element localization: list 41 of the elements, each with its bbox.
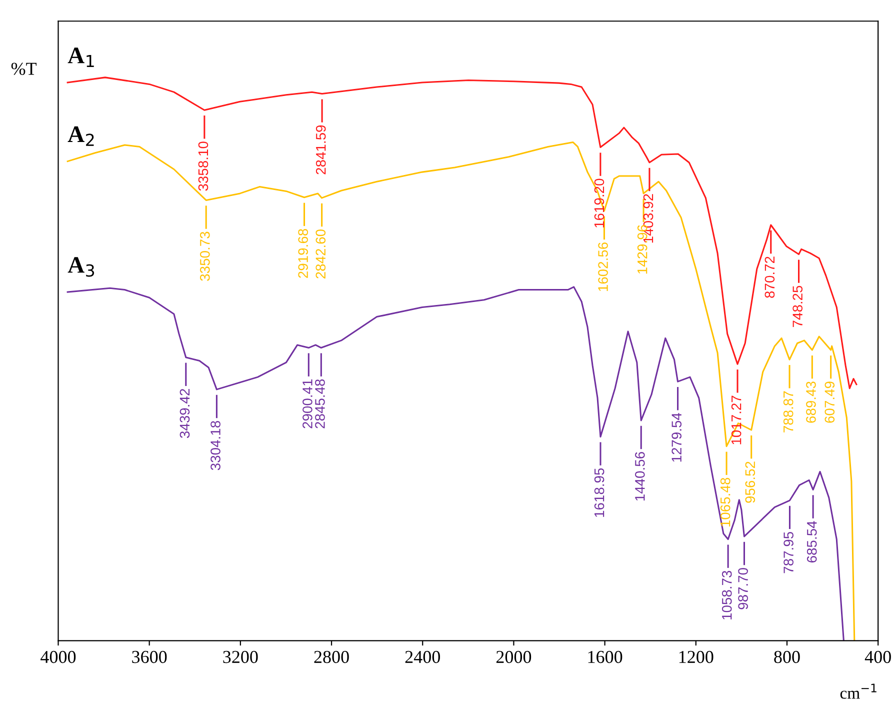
y-axis-title: %T — [11, 62, 37, 75]
x-tick-label: 3200 — [223, 650, 258, 664]
annotation: 1619.20 — [594, 178, 604, 228]
x-tick-label: 2000 — [496, 650, 532, 664]
x-tick-label: 3600 — [132, 650, 167, 664]
annotation: 1618.95 — [594, 468, 604, 517]
annotation: 1058.73 — [722, 570, 732, 620]
annotation: 685.54 — [806, 521, 817, 562]
annotation: 2919.68 — [298, 228, 308, 278]
x-tick-label: 400 — [864, 650, 891, 664]
annotation: 2845.48 — [315, 379, 325, 428]
annotation: 3358.10 — [198, 142, 208, 191]
annotation: 3304.18 — [210, 421, 220, 470]
annotation: 2841.59 — [316, 125, 326, 174]
x-tick-label: 2400 — [405, 650, 440, 664]
annotation: 870.72 — [764, 256, 775, 298]
annotation: 956.52 — [745, 462, 756, 503]
x-tick-label: 4000 — [40, 650, 76, 664]
series-label: A$_{1}$ — [68, 48, 94, 68]
annotation: 787.95 — [784, 532, 794, 574]
series-label: A$_{3}$ — [68, 257, 94, 277]
annotation: 1602.56 — [598, 242, 608, 292]
annotation: 1440.56 — [635, 452, 645, 501]
annotation: 987.70 — [738, 568, 748, 610]
annotation: 2842.60 — [316, 229, 326, 278]
x-tick-label: 1600 — [588, 650, 622, 664]
annotation: 607.49 — [824, 382, 835, 423]
annotation: 3350.73 — [200, 232, 210, 281]
series-label: A$_{2}$ — [68, 126, 94, 146]
annotation: 1017.27 — [731, 396, 742, 444]
x-axis-title: cm$^{−1}$ — [840, 684, 876, 699]
annotation: 748.25 — [792, 286, 802, 328]
annotation: 1279.54 — [672, 412, 682, 462]
x-tick-label: 1200 — [679, 650, 714, 664]
annotation: 1065.48 — [720, 478, 730, 526]
annotation: 689.43 — [806, 382, 816, 423]
annotation: 2900.41 — [302, 379, 312, 428]
annotation: 3439.42 — [180, 389, 190, 438]
annotation: 788.87 — [783, 391, 794, 432]
x-tick-label: 2800 — [314, 650, 349, 664]
x-tick-label: 800 — [774, 650, 800, 664]
